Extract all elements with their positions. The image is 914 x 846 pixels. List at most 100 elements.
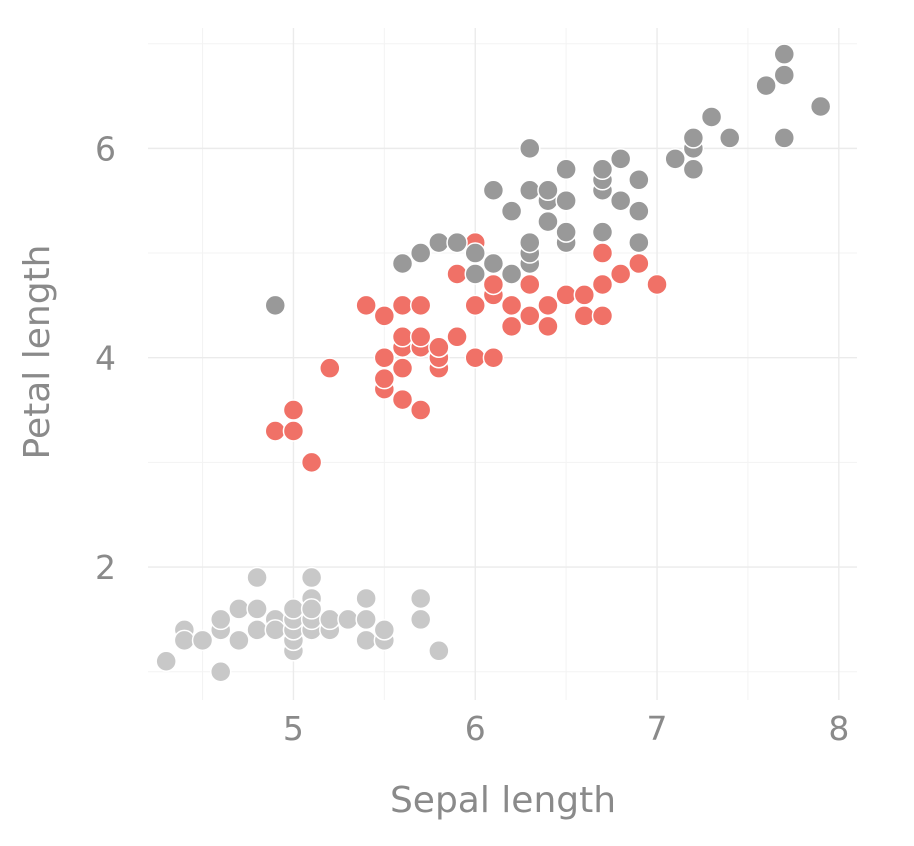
data-point [409, 608, 432, 631]
data-point [755, 74, 777, 97]
data-point [609, 148, 632, 170]
data-point [391, 326, 414, 348]
data-point [409, 587, 432, 610]
y-tick-label: 4 [95, 339, 116, 378]
data-point [173, 629, 196, 652]
data-point [209, 608, 232, 631]
data-point [373, 619, 396, 641]
data-point [373, 367, 396, 390]
data-point [682, 127, 705, 149]
data-point [555, 158, 577, 181]
data-point [228, 598, 250, 620]
data-point [246, 619, 268, 641]
data-point [537, 294, 559, 317]
data-point [519, 231, 541, 254]
data-point [591, 305, 614, 327]
data-point [609, 263, 632, 285]
data-point [809, 95, 832, 118]
x-tick-label: 5 [283, 709, 304, 748]
data-point [591, 242, 614, 264]
data-point [446, 263, 468, 285]
data-point [573, 305, 596, 327]
x-tick-label: 6 [465, 709, 486, 748]
data-point [555, 284, 577, 306]
data-point [555, 221, 577, 243]
data-point [246, 566, 268, 589]
data-point [209, 660, 232, 683]
data-point [409, 326, 432, 348]
data-point [500, 315, 523, 338]
data-point [300, 566, 323, 589]
data-point [773, 43, 796, 65]
data-point [500, 294, 523, 317]
y-axis-ticks: 2 4 6 [95, 129, 116, 587]
data-point [591, 158, 614, 181]
x-tick-label: 7 [647, 709, 668, 748]
data-point [355, 608, 377, 631]
data-point [628, 200, 650, 222]
data-point [519, 305, 541, 327]
data-point [391, 294, 414, 317]
data-point [319, 357, 341, 379]
data-point [373, 346, 396, 369]
data-point [664, 148, 686, 170]
data-point [428, 231, 450, 254]
data-point [228, 629, 250, 652]
data-points [155, 43, 832, 683]
data-point [591, 221, 614, 243]
data-point [464, 294, 486, 317]
data-point [282, 598, 305, 620]
data-point [482, 346, 505, 369]
data-point [519, 273, 541, 296]
data-point [282, 420, 305, 442]
data-point [555, 189, 577, 212]
x-tick-label: 8 [828, 709, 849, 748]
data-point [773, 127, 796, 149]
data-point [246, 598, 268, 620]
data-point [409, 242, 432, 264]
data-point [409, 294, 432, 317]
data-point [409, 399, 432, 421]
data-point [446, 231, 468, 254]
data-point [573, 284, 596, 306]
data-point [591, 273, 614, 296]
data-point [628, 169, 650, 191]
data-point [609, 189, 632, 212]
data-point [282, 399, 305, 421]
data-point [464, 263, 486, 285]
data-point [355, 629, 377, 652]
data-point [482, 252, 505, 275]
x-axis-ticks: 5 6 7 8 [283, 709, 849, 748]
data-point [500, 200, 523, 222]
data-point [537, 179, 559, 201]
y-tick-label: 2 [95, 548, 116, 587]
data-point [191, 629, 214, 652]
data-point [155, 650, 177, 673]
data-point [482, 273, 505, 296]
data-point [391, 252, 414, 275]
data-point [428, 640, 450, 662]
data-point [355, 294, 377, 317]
data-point [519, 179, 541, 201]
data-point [446, 326, 468, 348]
data-point [628, 231, 650, 254]
data-point [373, 305, 396, 327]
data-point [464, 242, 486, 264]
data-point [682, 158, 705, 181]
data-point [700, 106, 723, 128]
data-point [500, 263, 523, 285]
data-point [300, 598, 323, 620]
minor-grid [148, 28, 857, 700]
data-point [264, 619, 287, 641]
data-point [482, 179, 505, 201]
data-point [628, 252, 650, 275]
data-point [464, 346, 486, 369]
data-point [646, 273, 668, 296]
data-point [519, 137, 541, 160]
data-point [391, 357, 414, 379]
data-point [537, 210, 559, 233]
data-point [337, 608, 359, 631]
y-axis-title: Petal length [17, 245, 58, 460]
data-point [300, 451, 323, 474]
